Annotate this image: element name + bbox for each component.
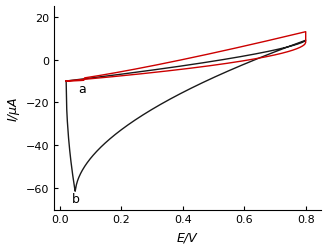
Y-axis label: I/μA: I/μA (7, 96, 20, 120)
Text: a: a (78, 83, 86, 96)
X-axis label: E/V: E/V (177, 230, 198, 243)
Text: b: b (72, 193, 80, 206)
